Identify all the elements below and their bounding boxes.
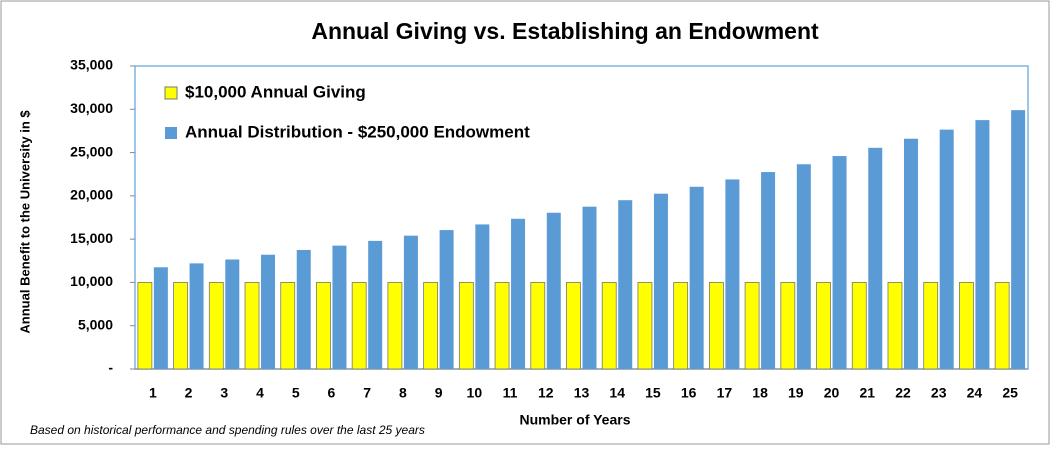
bar: [903, 138, 918, 369]
x-tick-label: 20: [824, 385, 840, 401]
bar: [601, 282, 617, 370]
bar: [439, 230, 454, 369]
bar: [796, 164, 811, 369]
x-tick-label: 10: [467, 385, 483, 401]
y-axis-label: Annual Benefit to the University in $: [17, 110, 32, 334]
x-tick-label: 7: [363, 385, 371, 401]
x-tick-label: 2: [185, 385, 193, 401]
y-tick-label: 15,000: [70, 230, 113, 246]
bar: [1011, 110, 1026, 369]
bar: [225, 259, 240, 369]
x-tick-label: 11: [503, 385, 518, 401]
x-tick-label: 22: [895, 385, 911, 401]
bar: [137, 282, 153, 370]
bar: [780, 282, 796, 370]
bar: [618, 200, 633, 369]
bar: [244, 282, 260, 370]
x-tick-label: 3: [220, 385, 228, 401]
x-tick-label: 13: [574, 385, 590, 401]
x-tick-label: 16: [681, 385, 697, 401]
y-tick-label: 35,000: [70, 57, 113, 73]
bar: [475, 224, 490, 369]
bar: [566, 282, 581, 370]
legend-swatch: [165, 127, 177, 139]
bar: [351, 282, 367, 370]
bar: [403, 235, 418, 369]
x-tick-label: 19: [788, 385, 804, 401]
y-tick-label: 20,000: [70, 187, 113, 203]
x-tick-label: 12: [538, 385, 554, 401]
x-axis-label: Number of Years: [519, 412, 630, 428]
bar: [153, 267, 168, 369]
x-tick-label: 15: [645, 385, 661, 401]
footnote: Based on historical performance and spen…: [30, 423, 425, 437]
bar: [423, 282, 439, 370]
bar: [673, 282, 689, 370]
bar: [708, 282, 724, 370]
y-tick-label: 10,000: [70, 273, 113, 289]
bar: [546, 212, 561, 369]
bar: [939, 129, 954, 369]
bar: [208, 282, 224, 370]
chart-title: Annual Giving vs. Establishing an Endowm…: [311, 18, 819, 44]
x-tick-label: 23: [931, 385, 947, 401]
bar: [387, 282, 403, 370]
y-tick-label: -: [108, 360, 113, 376]
bar: [725, 179, 740, 369]
bar: [959, 282, 974, 370]
x-tick-label: 25: [1002, 385, 1018, 401]
x-tick-label: 4: [256, 385, 264, 401]
bar: [280, 282, 296, 370]
bar: [582, 206, 597, 369]
bar: [458, 282, 474, 370]
bar: [761, 172, 776, 369]
x-tick-label: 9: [435, 385, 443, 401]
x-tick-label: 5: [292, 385, 300, 401]
x-tick-label: 14: [609, 385, 625, 401]
x-tick-label: 21: [859, 385, 875, 401]
bar: [923, 282, 939, 370]
bar: [868, 147, 883, 369]
x-tick-label: 6: [328, 385, 336, 401]
bar: [368, 240, 383, 369]
x-tick-label: 1: [149, 385, 157, 401]
bar: [744, 282, 760, 370]
y-tick-label: 5,000: [78, 316, 113, 332]
bar: [887, 282, 903, 370]
bar: [296, 249, 311, 369]
bar: [316, 282, 331, 370]
bar: [689, 186, 704, 369]
bar: [653, 193, 668, 369]
bar: [261, 254, 276, 369]
bar: [851, 282, 867, 370]
bar: [332, 245, 347, 369]
bar: [994, 282, 1010, 370]
bar: [511, 218, 526, 369]
bar: [530, 282, 546, 370]
legend-swatch: [164, 86, 178, 100]
bar: [975, 120, 990, 369]
x-tick-label: 24: [967, 385, 983, 401]
bar: [832, 156, 847, 369]
y-tick-label: 25,000: [70, 143, 113, 159]
bar: [189, 263, 204, 369]
y-tick-label: 30,000: [70, 100, 113, 116]
legend-label: $10,000 Annual Giving: [185, 82, 366, 101]
bar: [173, 282, 188, 370]
x-tick-label: 8: [399, 385, 407, 401]
x-tick-label: 18: [752, 385, 768, 401]
bar: [494, 282, 510, 370]
x-tick-label: 17: [717, 385, 733, 401]
legend-label: Annual Distribution - $250,000 Endowment: [185, 122, 530, 141]
bar: [637, 282, 653, 370]
bar: [816, 282, 831, 370]
